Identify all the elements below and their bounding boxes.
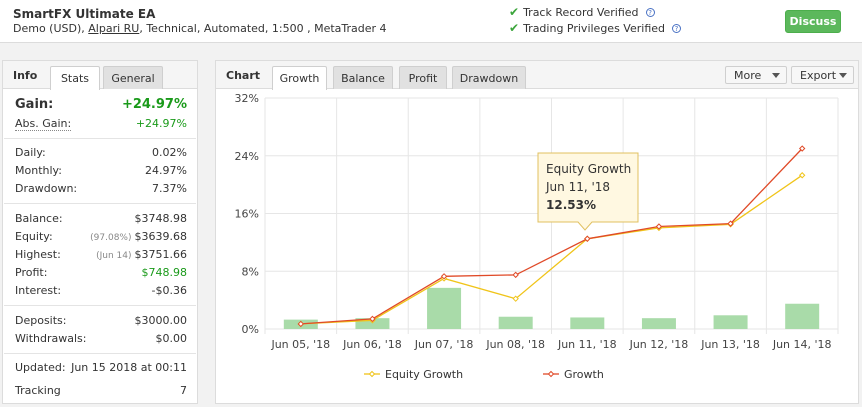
chart-panel-header: Chart Growth Balance Profit Drawdown Mor… <box>216 61 858 90</box>
equity-value: $3639.68 <box>134 230 188 243</box>
chevron-down-icon <box>772 73 780 78</box>
tracking-label: Tracking <box>15 384 61 397</box>
divider <box>4 305 196 306</box>
monthly-value: 24.97% <box>145 164 187 177</box>
withdrawals-value: $0.00 <box>155 332 188 345</box>
profit-row: Profit: $748.98 <box>15 266 187 279</box>
updated-label: Updated: <box>15 361 66 374</box>
tab-stats[interactable]: Stats <box>50 66 100 90</box>
deposits-value: $3000.00 <box>134 314 188 327</box>
tracking-row: Tracking 7 <box>15 384 187 397</box>
broker-link[interactable]: Alpari RU <box>88 22 140 35</box>
gain-value: +24.97% <box>121 97 187 112</box>
chevron-down-icon <box>839 73 847 78</box>
equity-label: Equity: <box>15 230 53 243</box>
withdrawals-label: Withdrawals: <box>15 332 87 345</box>
tracking-value: 7 <box>180 384 187 397</box>
check-icon: ✔ <box>509 21 520 35</box>
equity-percent: (97.08%) <box>90 233 132 243</box>
export-dropdown[interactable]: Export <box>791 66 854 84</box>
account-name: SmartFX Ultimate EA <box>13 7 156 21</box>
drawdown-label: Drawdown: <box>15 182 78 195</box>
equity-row: Equity: (97.08%) $3639.68 <box>15 230 187 243</box>
highest-date: (Jun 14) <box>96 251 132 261</box>
divider <box>4 138 196 139</box>
interest-row: Interest: -$0.36 <box>15 284 187 297</box>
chart-title: Chart <box>226 69 261 82</box>
withdrawals-row: Withdrawals: $0.00 <box>15 332 187 345</box>
deposits-label: Deposits: <box>15 314 67 327</box>
help-icon[interactable]: ? <box>672 23 681 33</box>
info-panel: Info Stats General Gain: +24.97% Abs. Ga… <box>2 60 198 404</box>
help-icon[interactable]: ? <box>645 7 655 17</box>
abs-gain-row: Abs. Gain: +24.97% <box>15 117 187 131</box>
daily-row: Daily: 0.02% <box>15 146 187 159</box>
drawdown-row: Drawdown: 7.37% <box>15 182 187 195</box>
chart-panel: Chart Growth Balance Profit Drawdown Mor… <box>215 60 859 404</box>
tab-balance[interactable]: Balance <box>333 66 393 89</box>
balance-label: Balance: <box>15 212 63 225</box>
daily-label: Daily: <box>15 146 46 159</box>
tab-growth[interactable]: Growth <box>272 66 327 90</box>
discuss-button[interactable]: Discuss <box>785 10 841 33</box>
gain-label: Gain: <box>15 97 54 112</box>
profit-label: Profit: <box>15 266 48 279</box>
track-record-label: Track Record Verified <box>523 5 639 19</box>
interest-label: Interest: <box>15 284 62 297</box>
highest-label: Highest: <box>15 248 61 261</box>
divider <box>4 353 196 354</box>
more-dropdown[interactable]: More <box>725 66 787 84</box>
account-description: Demo (USD), Alpari RU, Technical, Automa… <box>13 22 387 35</box>
export-label: Export <box>800 68 837 82</box>
profit-value: $748.98 <box>141 266 188 279</box>
gain-row: Gain: +24.97% <box>15 97 187 112</box>
tab-profit[interactable]: Profit <box>399 66 447 89</box>
more-label: More <box>734 68 762 82</box>
updated-row: Updated: Jun 15 2018 at 00:11 <box>15 361 187 374</box>
divider <box>4 203 196 204</box>
track-record-verified: ✔ Track Record Verified ? <box>509 5 655 19</box>
trading-privileges-verified: ✔ Trading Privileges Verified ? <box>509 21 681 35</box>
check-icon: ✔ <box>509 5 520 19</box>
info-title: Info <box>13 69 38 82</box>
tab-drawdown[interactable]: Drawdown <box>452 66 526 89</box>
tab-general[interactable]: General <box>103 66 163 89</box>
balance-value: $3748.98 <box>134 212 188 225</box>
interest-value: -$0.36 <box>151 284 187 297</box>
balance-row: Balance: $3748.98 <box>15 212 187 225</box>
drawdown-value: 7.37% <box>152 182 187 195</box>
monthly-label: Monthly: <box>15 164 62 177</box>
updated-value: Jun 15 2018 at 00:11 <box>71 361 187 374</box>
account-details: , Technical, Automated, 1:500 , MetaTrad… <box>139 22 387 35</box>
highest-value: $3751.66 <box>134 248 188 261</box>
abs-gain-value: +24.97% <box>135 117 187 130</box>
trading-privileges-label: Trading Privileges Verified <box>523 21 665 35</box>
info-panel-header: Info Stats General <box>3 61 197 90</box>
abs-gain-label[interactable]: Abs. Gain: <box>15 117 72 131</box>
deposits-row: Deposits: $3000.00 <box>15 314 187 327</box>
monthly-row: Monthly: 24.97% <box>15 164 187 177</box>
account-header: SmartFX Ultimate EA Demo (USD), Alpari R… <box>0 0 862 43</box>
account-type: Demo (USD), <box>13 22 85 35</box>
daily-value: 0.02% <box>152 146 187 159</box>
highest-row: Highest: (Jun 14) $3751.66 <box>15 248 187 261</box>
